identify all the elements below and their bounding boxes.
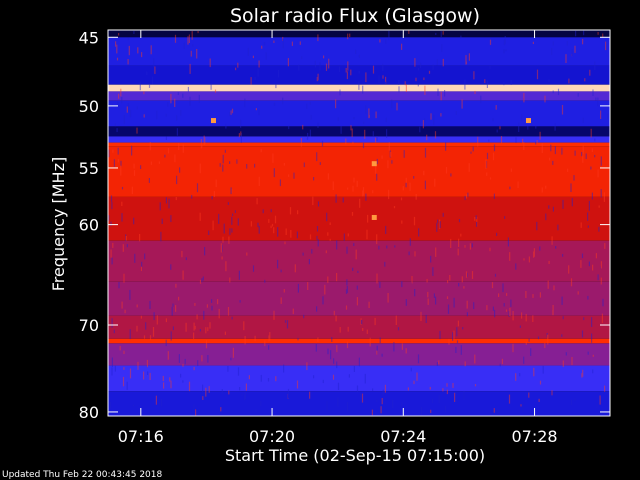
- y-tick-label-5: 80: [79, 403, 99, 422]
- y-axis: 45 50 55 60 70 80: [79, 28, 610, 422]
- hot-spot-1: [525, 118, 531, 124]
- x-axis: 07:16 07:20 07:24 07:28: [118, 30, 558, 446]
- hot-spot-3: [371, 214, 377, 220]
- band-8: [108, 142, 610, 147]
- x-tick-label-1: 07:20: [249, 427, 295, 446]
- band-10: [108, 196, 610, 241]
- band-16: [108, 365, 610, 392]
- noise-texture: [108, 30, 609, 416]
- band-11: [108, 240, 610, 282]
- y-tick-label-2: 55: [79, 159, 99, 178]
- y-tick-label-4: 70: [79, 316, 99, 335]
- footer-updated: Updated Thu Feb 22 00:43:45 2018: [2, 470, 163, 480]
- y-axis-label: Frequency [MHz]: [49, 157, 68, 291]
- band-1: [108, 37, 610, 66]
- band-5: [108, 100, 610, 127]
- band-2: [108, 65, 610, 85]
- band-4: [108, 91, 610, 101]
- y-tick-label-1: 50: [79, 97, 99, 116]
- hot-spot-2: [371, 161, 377, 167]
- y-tick-label-3: 60: [79, 216, 99, 235]
- band-13: [108, 315, 610, 339]
- band-12: [108, 281, 610, 316]
- y-tick-label-0: 45: [79, 28, 99, 47]
- x-tick-label-2: 07:24: [380, 427, 426, 446]
- band-7: [108, 136, 610, 143]
- band-17: [108, 391, 610, 416]
- x-axis-label: Start Time (02-Sep-15 07:15:00): [225, 446, 485, 465]
- band-14: [108, 338, 610, 344]
- band-9: [108, 146, 610, 197]
- heatmap-plot-area: [108, 30, 610, 416]
- band-15: [108, 343, 610, 366]
- x-tick-label-0: 07:16: [118, 427, 164, 446]
- x-tick-label-3: 07:28: [511, 427, 557, 446]
- band-6: [108, 126, 610, 137]
- chart-title: Solar radio Flux (Glasgow): [230, 5, 480, 27]
- plot-frame: [107, 29, 611, 417]
- band-3: [108, 84, 610, 92]
- band-0: [108, 30, 610, 38]
- hot-spot-0: [210, 118, 216, 124]
